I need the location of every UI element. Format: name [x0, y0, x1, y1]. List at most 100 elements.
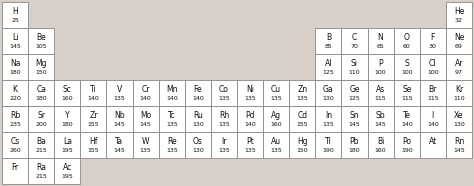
Text: 145: 145	[9, 44, 21, 49]
Text: 135: 135	[270, 148, 282, 153]
Text: Li: Li	[12, 33, 18, 42]
Text: 130: 130	[453, 122, 465, 127]
Text: 135: 135	[166, 148, 178, 153]
Text: Sc: Sc	[63, 85, 72, 94]
Text: Rb: Rb	[10, 111, 20, 120]
Bar	[394, 54, 420, 80]
Text: 145: 145	[453, 148, 465, 153]
Bar	[237, 106, 263, 132]
Text: Zn: Zn	[297, 85, 307, 94]
Bar	[80, 80, 107, 106]
Bar	[446, 28, 472, 54]
Bar	[420, 28, 446, 54]
Text: Rh: Rh	[219, 111, 229, 120]
Text: 110: 110	[349, 70, 360, 75]
Bar	[367, 28, 394, 54]
Text: 125: 125	[348, 96, 360, 101]
Bar	[185, 80, 211, 106]
Text: Tc: Tc	[168, 111, 175, 120]
Bar	[367, 132, 394, 158]
Bar	[28, 80, 54, 106]
Text: P: P	[378, 59, 383, 68]
Text: Ac: Ac	[63, 163, 72, 172]
Text: 180: 180	[349, 148, 360, 153]
Text: 155: 155	[296, 122, 308, 127]
Text: Co: Co	[219, 85, 229, 94]
Text: Sn: Sn	[350, 111, 359, 120]
Text: 130: 130	[322, 96, 334, 101]
Bar	[54, 106, 80, 132]
Text: 85: 85	[325, 44, 332, 49]
Bar	[446, 80, 472, 106]
Bar	[133, 106, 159, 132]
Text: Ba: Ba	[36, 137, 46, 146]
Text: 115: 115	[375, 96, 386, 101]
Text: 145: 145	[140, 122, 152, 127]
Bar	[315, 80, 341, 106]
Text: At: At	[428, 137, 437, 146]
Text: S: S	[404, 59, 409, 68]
Text: 70: 70	[351, 44, 358, 49]
Bar	[289, 106, 315, 132]
Text: Pb: Pb	[350, 137, 359, 146]
Text: He: He	[454, 7, 464, 16]
Bar	[159, 106, 185, 132]
Bar	[263, 80, 289, 106]
Bar	[394, 28, 420, 54]
Text: 135: 135	[218, 122, 230, 127]
Text: Tl: Tl	[325, 137, 332, 146]
Bar	[159, 132, 185, 158]
Text: 140: 140	[140, 96, 152, 101]
Bar	[211, 80, 237, 106]
Text: Ge: Ge	[349, 85, 360, 94]
Bar	[263, 106, 289, 132]
Text: 130: 130	[192, 122, 204, 127]
Text: Fr: Fr	[11, 163, 18, 172]
Text: 150: 150	[36, 70, 47, 75]
Text: Rn: Rn	[454, 137, 464, 146]
Text: Al: Al	[325, 59, 332, 68]
Text: Y: Y	[65, 111, 70, 120]
Text: Cs: Cs	[10, 137, 20, 146]
Text: 155: 155	[88, 122, 99, 127]
Bar	[315, 132, 341, 158]
Bar	[2, 106, 28, 132]
Text: 130: 130	[192, 148, 204, 153]
Text: Mn: Mn	[166, 85, 177, 94]
Text: Po: Po	[402, 137, 411, 146]
Text: N: N	[378, 33, 383, 42]
Text: H: H	[12, 7, 18, 16]
Text: Re: Re	[167, 137, 176, 146]
Bar	[289, 80, 315, 106]
Text: 30: 30	[429, 44, 437, 49]
Bar	[341, 106, 367, 132]
Text: Fe: Fe	[193, 85, 202, 94]
Bar	[2, 132, 28, 158]
Text: Ta: Ta	[116, 137, 124, 146]
Text: Ag: Ag	[271, 111, 281, 120]
Bar	[237, 80, 263, 106]
Bar	[420, 106, 446, 132]
Text: 135: 135	[218, 148, 230, 153]
Bar	[341, 28, 367, 54]
Text: K: K	[12, 85, 18, 94]
Text: Hg: Hg	[297, 137, 308, 146]
Bar	[185, 106, 211, 132]
Text: La: La	[63, 137, 72, 146]
Text: I: I	[432, 111, 434, 120]
Bar	[28, 28, 54, 54]
Bar	[315, 28, 341, 54]
Text: 195: 195	[62, 148, 73, 153]
Text: 180: 180	[62, 122, 73, 127]
Bar	[341, 80, 367, 106]
Text: 135: 135	[322, 122, 334, 127]
Text: Zr: Zr	[89, 111, 98, 120]
Bar	[54, 132, 80, 158]
Text: 140: 140	[166, 96, 178, 101]
Text: Ra: Ra	[36, 163, 46, 172]
Text: Br: Br	[428, 85, 437, 94]
Text: 115: 115	[427, 96, 438, 101]
Bar	[420, 80, 446, 106]
Text: 145: 145	[114, 122, 126, 127]
Text: Ru: Ru	[193, 111, 203, 120]
